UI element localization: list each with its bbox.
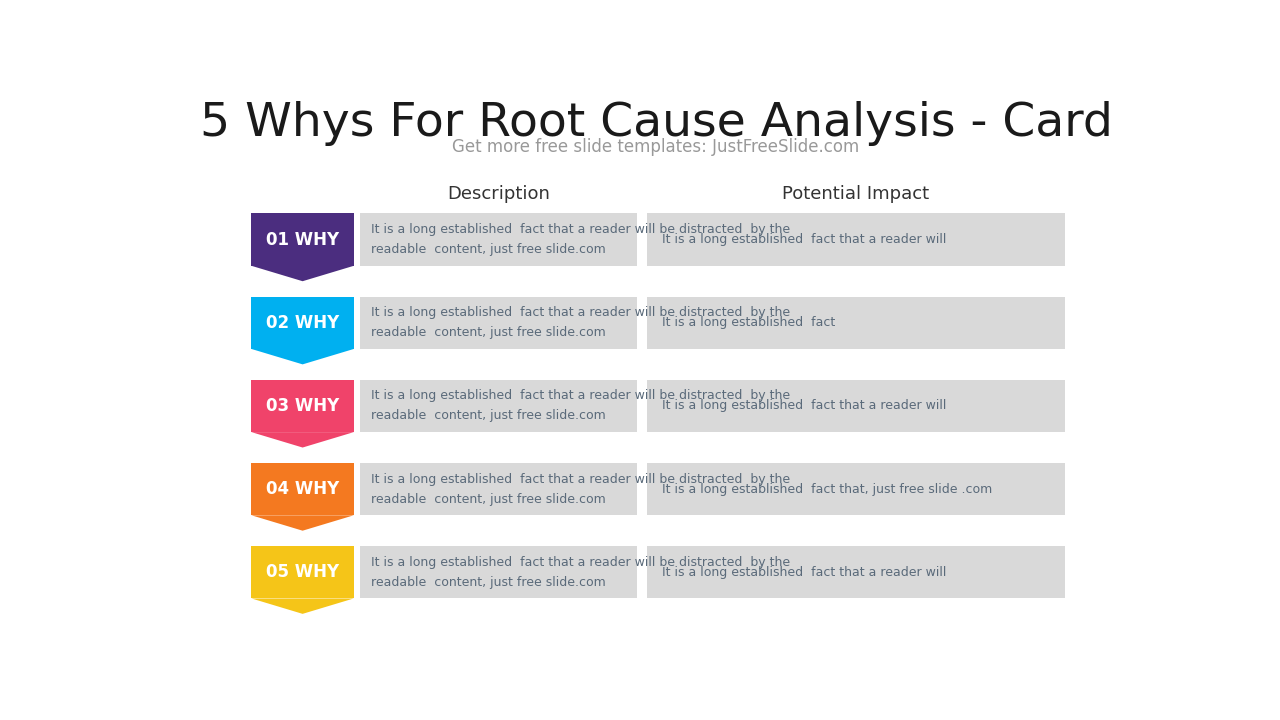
FancyBboxPatch shape: [360, 379, 637, 432]
FancyBboxPatch shape: [360, 297, 637, 349]
Polygon shape: [251, 349, 353, 364]
FancyBboxPatch shape: [251, 297, 353, 349]
Text: 5 Whys For Root Cause Analysis - Card: 5 Whys For Root Cause Analysis - Card: [200, 101, 1112, 146]
Text: 05 WHY: 05 WHY: [266, 563, 339, 581]
Text: It is a long established  fact that, just free slide .com: It is a long established fact that, just…: [662, 482, 992, 495]
FancyBboxPatch shape: [360, 213, 637, 266]
FancyBboxPatch shape: [646, 546, 1065, 598]
Text: It is a long established  fact: It is a long established fact: [662, 316, 836, 329]
FancyBboxPatch shape: [646, 463, 1065, 516]
Text: It is a long established  fact that a reader will: It is a long established fact that a rea…: [662, 400, 947, 413]
Text: 02 WHY: 02 WHY: [266, 314, 339, 332]
FancyBboxPatch shape: [646, 213, 1065, 266]
Polygon shape: [251, 266, 353, 282]
FancyBboxPatch shape: [251, 463, 353, 516]
Text: It is a long established  fact that a reader will: It is a long established fact that a rea…: [662, 233, 947, 246]
Text: 03 WHY: 03 WHY: [266, 397, 339, 415]
FancyBboxPatch shape: [251, 213, 353, 266]
Text: Get more free slide templates: JustFreeSlide.com: Get more free slide templates: JustFreeS…: [452, 138, 860, 156]
Text: It is a long established  fact that a reader will be distracted  by the
readable: It is a long established fact that a rea…: [371, 306, 790, 339]
FancyBboxPatch shape: [251, 546, 353, 598]
FancyBboxPatch shape: [646, 297, 1065, 349]
Text: Potential Impact: Potential Impact: [782, 185, 929, 203]
Text: It is a long established  fact that a reader will: It is a long established fact that a rea…: [662, 566, 947, 579]
Polygon shape: [251, 432, 353, 448]
Text: It is a long established  fact that a reader will be distracted  by the
readable: It is a long established fact that a rea…: [371, 223, 790, 256]
Polygon shape: [251, 598, 353, 614]
FancyBboxPatch shape: [646, 379, 1065, 432]
Text: It is a long established  fact that a reader will be distracted  by the
readable: It is a long established fact that a rea…: [371, 472, 790, 505]
Text: 01 WHY: 01 WHY: [266, 230, 339, 248]
Polygon shape: [251, 516, 353, 531]
FancyBboxPatch shape: [360, 546, 637, 598]
FancyBboxPatch shape: [360, 463, 637, 516]
Text: 04 WHY: 04 WHY: [266, 480, 339, 498]
Text: Description: Description: [447, 185, 550, 203]
Text: It is a long established  fact that a reader will be distracted  by the
readable: It is a long established fact that a rea…: [371, 390, 790, 423]
Text: It is a long established  fact that a reader will be distracted  by the
readable: It is a long established fact that a rea…: [371, 556, 790, 589]
FancyBboxPatch shape: [251, 379, 353, 432]
